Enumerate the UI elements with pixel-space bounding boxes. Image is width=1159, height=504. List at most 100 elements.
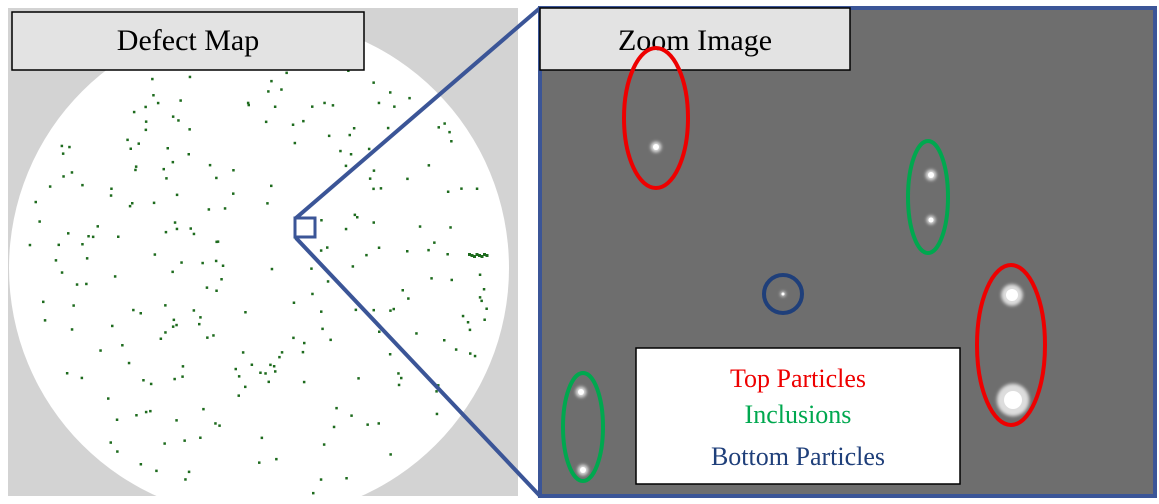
defect-dot	[199, 436, 202, 439]
defect-dot	[450, 278, 453, 282]
defect-dot	[260, 436, 264, 440]
defect-dot	[366, 423, 369, 426]
defect-dot	[433, 241, 436, 244]
defect-dot	[244, 385, 247, 389]
defect-dot	[149, 409, 152, 413]
defect-dot	[60, 271, 64, 274]
defect-dot	[348, 133, 351, 137]
defect-dot	[350, 414, 353, 417]
defect-dot	[339, 149, 342, 153]
defect-dot	[220, 278, 223, 281]
label-box	[539, 7, 851, 71]
defect-dot	[173, 377, 176, 381]
defect-dot	[469, 352, 472, 355]
defect-dot	[43, 319, 47, 322]
defect-dot	[177, 119, 180, 122]
defect-dot	[173, 221, 177, 224]
defect-dot	[152, 94, 155, 97]
defect-dot	[352, 127, 356, 130]
defect-dot	[207, 208, 211, 211]
defect-dot	[115, 418, 119, 421]
defect-dot	[70, 328, 74, 331]
defect-dot	[85, 282, 88, 286]
defect-dot	[241, 351, 245, 354]
defect-dot	[181, 375, 184, 378]
defect-dot	[162, 167, 165, 171]
defect-dot	[91, 235, 95, 239]
defect-dot	[482, 288, 486, 291]
defect-dot	[311, 292, 314, 296]
defect-dot	[475, 187, 479, 190]
defect-dot	[144, 410, 148, 414]
defect-dot	[215, 240, 218, 244]
defect-dot	[331, 104, 335, 107]
defect-dot	[267, 90, 270, 93]
defect-dot	[326, 280, 330, 283]
defect-dot	[406, 250, 409, 253]
defect-dot	[437, 384, 440, 387]
defect-dot	[151, 77, 154, 81]
defect-dot	[435, 390, 438, 393]
defect-dot	[397, 372, 400, 375]
defect-dot	[184, 478, 187, 481]
defect-dot	[326, 246, 329, 249]
defect-dot	[81, 183, 84, 187]
spot	[928, 172, 934, 178]
defect-dot	[67, 232, 70, 235]
defect-dot	[109, 441, 112, 444]
defect-dot	[332, 425, 336, 429]
defect-dot	[312, 491, 315, 495]
defect-dot	[365, 253, 368, 257]
defect-dot	[175, 227, 179, 231]
defect-dot	[192, 232, 196, 236]
defect-dot	[427, 164, 431, 167]
defect-dot	[128, 204, 132, 208]
defect-dot	[377, 101, 381, 105]
defect-dot	[134, 168, 137, 172]
defect-dot	[205, 286, 209, 289]
top-particle-marker	[975, 263, 1047, 427]
defect-dot	[139, 312, 142, 315]
defect-dot	[244, 311, 247, 314]
defect-dot	[468, 328, 472, 332]
defect-dot	[406, 177, 409, 181]
defect-dot	[109, 194, 113, 197]
defect-dot	[483, 318, 486, 321]
defect-dot	[57, 243, 60, 247]
defect-dot	[372, 169, 376, 172]
zoom-image-label: Zoom Image	[618, 24, 772, 57]
defect-dot	[485, 307, 488, 310]
defect-dot	[377, 422, 380, 425]
defect-dot	[116, 450, 119, 453]
defect-dot	[110, 187, 113, 190]
defect-dot	[214, 259, 218, 263]
defect-dot	[199, 316, 202, 319]
defect-dot	[407, 297, 410, 300]
defect-dot	[166, 147, 169, 150]
defect-dot	[113, 275, 117, 278]
legend-box	[635, 347, 961, 485]
defect-dot	[201, 261, 204, 265]
defect-dot	[258, 461, 261, 464]
defect-dot	[129, 147, 132, 150]
defect-dot	[273, 105, 277, 108]
defect-dot	[70, 171, 74, 174]
defect-dot	[246, 101, 250, 105]
defect-dot	[171, 115, 175, 118]
defect-dot	[470, 254, 474, 257]
defect-dot	[212, 334, 215, 337]
defect-dot	[132, 308, 135, 312]
defect-dot	[368, 177, 372, 180]
defect-dot	[475, 253, 479, 256]
defect-dot	[329, 338, 332, 342]
defect-dot	[301, 350, 305, 354]
defect-dot	[215, 289, 218, 292]
defect-dot	[216, 240, 220, 243]
defect-dot	[446, 190, 450, 193]
defect-dot	[188, 128, 191, 131]
defect-dot	[121, 344, 124, 347]
defect-dot	[327, 134, 331, 138]
defect-dot	[278, 355, 281, 359]
defect-dot	[164, 331, 167, 334]
